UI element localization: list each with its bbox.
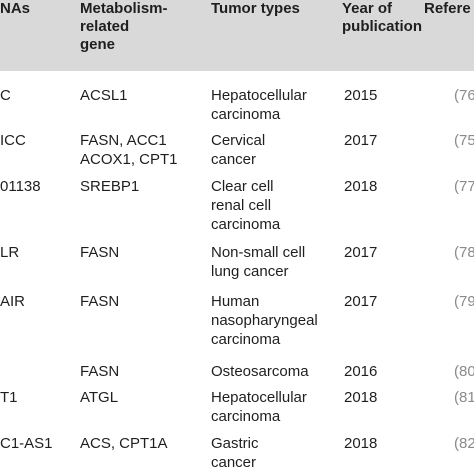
cell-tumor-type: Human nasopharyngeal carcinoma bbox=[211, 293, 318, 348]
header-reference: Refere bbox=[424, 0, 471, 17]
cell-year: 2017 bbox=[344, 293, 378, 310]
cell-year: 2017 bbox=[344, 132, 378, 149]
cell-lncrna: 01138 bbox=[0, 178, 41, 195]
cell-lncrna: ICC bbox=[0, 132, 26, 149]
cell-reference: (76 bbox=[454, 87, 474, 104]
cell-gene: ACS, CPT1A bbox=[80, 435, 168, 452]
cell-tumor-type: Gastric cancer bbox=[211, 435, 259, 471]
cell-reference: (78 bbox=[454, 244, 474, 261]
cell-year: 2018 bbox=[344, 435, 378, 452]
cell-reference: (79 bbox=[454, 293, 474, 310]
cell-tumor-type: Clear cell renal cell carcinoma bbox=[211, 178, 281, 233]
cell-lncrna: T1 bbox=[0, 389, 18, 406]
cell-gene: FASN bbox=[80, 293, 120, 310]
header-lncrnas: NAs bbox=[0, 0, 31, 17]
cell-year: 2018 bbox=[344, 178, 378, 195]
cell-tumor-type: Hepatocellular carcinoma bbox=[211, 389, 307, 425]
table-header: NAs Metabolism- related gene Tumor types… bbox=[0, 0, 474, 71]
cell-reference: (75 bbox=[454, 132, 474, 149]
header-tumor-types: Tumor types bbox=[211, 0, 300, 17]
cell-reference: (80 bbox=[454, 363, 474, 380]
cell-gene: FASN bbox=[80, 363, 120, 380]
cell-year: 2017 bbox=[344, 244, 378, 261]
cell-year: 2016 bbox=[344, 363, 378, 380]
cell-tumor-type: Cervical cancer bbox=[211, 132, 266, 168]
cell-gene: ACSL1 bbox=[80, 87, 128, 104]
cell-lncrna: C1-AS1 bbox=[0, 435, 53, 452]
cell-reference: (77 bbox=[454, 178, 474, 195]
header-metabolism-gene: Metabolism- related gene bbox=[80, 0, 168, 53]
header-year-of-publication: Year of publication bbox=[342, 0, 422, 35]
cell-lncrna: AIR bbox=[0, 293, 26, 310]
cell-lncrna: LR bbox=[0, 244, 20, 261]
cell-gene: FASN, ACC1 ACOX1, CPT1 bbox=[80, 132, 178, 168]
cell-reference: (82 bbox=[454, 435, 474, 452]
cell-tumor-type: Osteosarcoma bbox=[211, 363, 309, 380]
cell-tumor-type: Hepatocellular carcinoma bbox=[211, 87, 307, 123]
cell-lncrna: C bbox=[0, 87, 11, 104]
cell-gene: ATGL bbox=[80, 389, 119, 406]
cell-gene: SREBP1 bbox=[80, 178, 140, 195]
cell-gene: FASN bbox=[80, 244, 120, 261]
cell-year: 2018 bbox=[344, 389, 378, 406]
cell-tumor-type: Non-small cell lung cancer bbox=[211, 244, 306, 280]
cell-reference: (81 bbox=[454, 389, 474, 406]
cell-year: 2015 bbox=[344, 87, 378, 104]
